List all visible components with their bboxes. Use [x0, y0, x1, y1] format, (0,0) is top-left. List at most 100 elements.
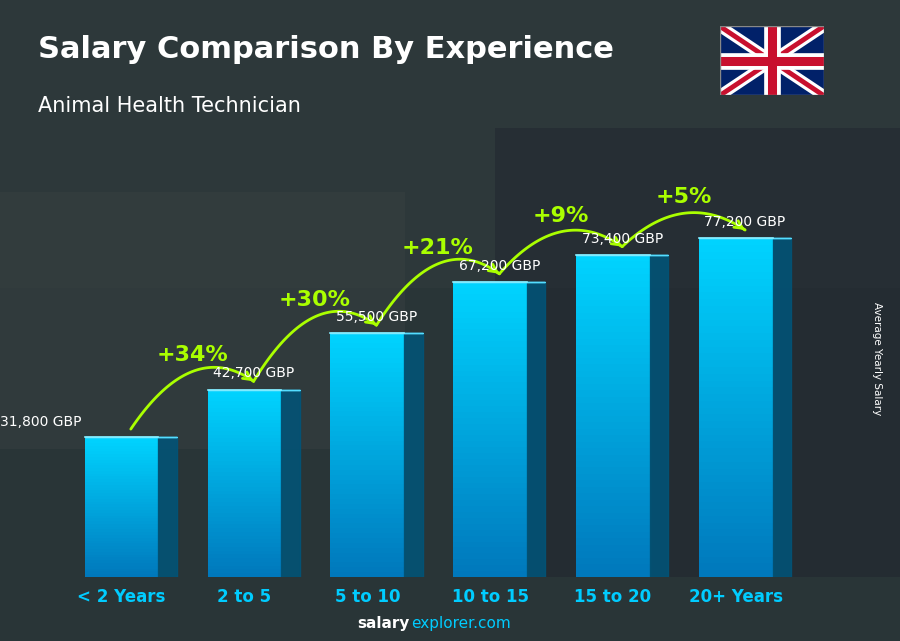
Bar [454, 459, 527, 465]
Bar [699, 333, 773, 340]
Text: 67,200 GBP: 67,200 GBP [459, 259, 540, 273]
Bar [699, 455, 773, 462]
Polygon shape [282, 390, 300, 577]
Bar [454, 388, 527, 394]
Bar [454, 376, 527, 383]
Bar [699, 469, 773, 476]
Bar [85, 490, 158, 493]
Bar [699, 326, 773, 333]
Bar [208, 502, 282, 506]
Bar [454, 347, 527, 353]
Text: Animal Health Technician: Animal Health Technician [38, 96, 302, 116]
Bar [330, 431, 404, 436]
Bar [576, 467, 650, 474]
Bar [330, 509, 404, 513]
Bar [330, 367, 404, 372]
Bar [330, 562, 404, 567]
Bar [208, 483, 282, 487]
Text: explorer.com: explorer.com [411, 617, 511, 631]
Bar [576, 294, 650, 300]
Bar [699, 340, 773, 347]
Bar [85, 521, 158, 524]
Bar [85, 476, 158, 479]
Bar [699, 442, 773, 448]
Bar [454, 335, 527, 341]
Bar [699, 428, 773, 435]
Bar [576, 461, 650, 467]
Bar [454, 300, 527, 306]
Bar [330, 489, 404, 494]
Bar [576, 365, 650, 371]
Bar [85, 451, 158, 454]
Bar [208, 442, 282, 445]
Bar [576, 262, 650, 268]
Bar [699, 522, 773, 529]
Bar [454, 324, 527, 329]
Bar [85, 510, 158, 513]
Bar [699, 435, 773, 442]
Bar [85, 463, 158, 465]
Bar [576, 410, 650, 416]
Bar [454, 565, 527, 571]
Bar [454, 294, 527, 300]
Text: Salary Comparison By Experience: Salary Comparison By Experience [38, 35, 614, 64]
Bar [85, 569, 158, 571]
Bar [330, 338, 404, 343]
Bar [699, 381, 773, 387]
Bar [454, 429, 527, 435]
Bar [208, 547, 282, 551]
Bar [699, 279, 773, 286]
Bar [576, 306, 650, 313]
Bar [85, 485, 158, 488]
Text: +21%: +21% [402, 238, 474, 258]
Bar [85, 515, 158, 519]
Bar [208, 476, 282, 479]
Bar [454, 400, 527, 406]
Bar [85, 493, 158, 496]
Bar [208, 465, 282, 469]
Bar [699, 306, 773, 313]
Bar [208, 551, 282, 554]
Text: +9%: +9% [533, 206, 589, 226]
Bar [85, 574, 158, 577]
Bar [699, 299, 773, 306]
Bar [699, 360, 773, 367]
Bar [454, 424, 527, 429]
Polygon shape [527, 282, 545, 577]
Bar [699, 387, 773, 394]
Bar [330, 333, 404, 338]
Bar [454, 394, 527, 400]
Bar [699, 495, 773, 503]
Bar [85, 532, 158, 535]
Bar [208, 408, 282, 412]
Bar [208, 472, 282, 476]
Bar [330, 436, 404, 440]
Bar [330, 543, 404, 547]
Bar [330, 479, 404, 485]
Bar [454, 506, 527, 512]
Text: 42,700 GBP: 42,700 GBP [213, 367, 294, 381]
Bar [576, 513, 650, 519]
Bar [330, 455, 404, 460]
Bar [208, 394, 282, 397]
Bar [208, 445, 282, 449]
Bar [330, 470, 404, 475]
Bar [576, 371, 650, 378]
Bar [208, 520, 282, 524]
Bar [454, 435, 527, 441]
Bar [454, 359, 527, 365]
Bar [576, 287, 650, 294]
Bar [85, 457, 158, 460]
Bar [208, 565, 282, 569]
Bar [699, 245, 773, 252]
Bar [85, 496, 158, 499]
Bar [454, 406, 527, 412]
Bar [699, 421, 773, 428]
Bar [208, 397, 282, 401]
Bar [699, 374, 773, 381]
Bar [699, 401, 773, 408]
Bar [208, 513, 282, 517]
Bar [330, 343, 404, 348]
Bar [576, 268, 650, 274]
Bar [699, 258, 773, 265]
